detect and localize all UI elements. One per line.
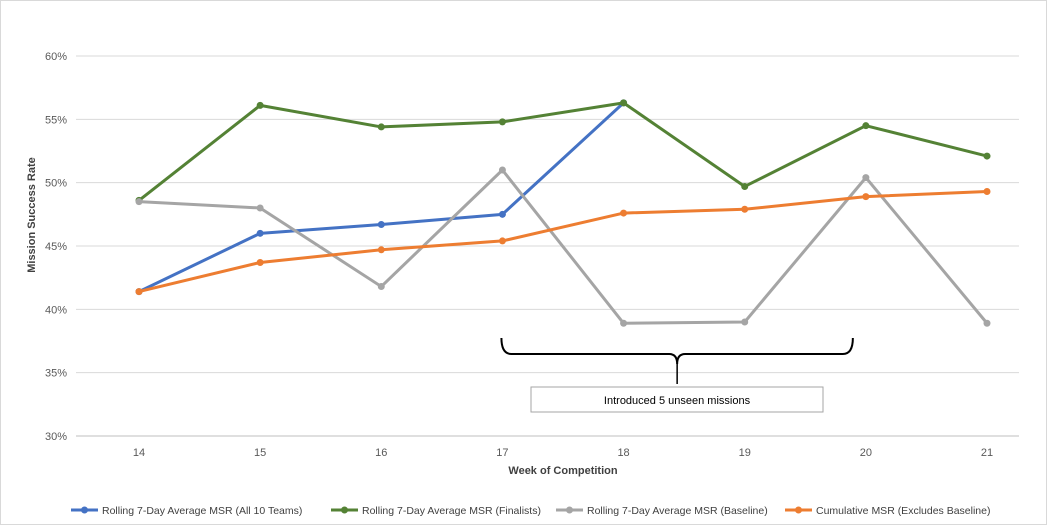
series-line	[138, 190, 988, 294]
y-tick-label: 60%	[45, 51, 67, 63]
x-tick-label: 15	[254, 447, 266, 459]
data-point	[498, 210, 506, 218]
series-2	[135, 99, 991, 204]
data-point	[498, 237, 506, 245]
data-point	[862, 174, 870, 182]
x-tick-label: 20	[860, 447, 872, 459]
data-point	[620, 319, 628, 327]
y-tick-label: 35%	[45, 368, 67, 380]
series-4	[135, 188, 991, 296]
y-tick-label: 55%	[45, 114, 67, 126]
data-point	[983, 188, 991, 196]
x-axis-title: Week of Competition	[508, 465, 617, 477]
data-point	[862, 122, 870, 130]
legend-item: Rolling 7-Day Average MSR (Baseline)	[556, 505, 768, 517]
legend-item: Cumulative MSR (Excludes Baseline)	[785, 505, 990, 517]
legend-item: Rolling 7-Day Average MSR (All 10 Teams)	[71, 505, 302, 517]
legend-marker	[795, 506, 802, 514]
data-point	[498, 166, 506, 174]
series-line	[138, 101, 988, 202]
data-point	[983, 319, 991, 327]
legend-item: Rolling 7-Day Average MSR (Finalists)	[331, 505, 541, 517]
data-point	[983, 152, 991, 160]
series-3	[135, 166, 991, 327]
y-tick-label: 50%	[45, 178, 67, 190]
legend-marker	[341, 506, 348, 514]
x-tick-label: 21	[981, 447, 993, 459]
x-tick-label: 16	[375, 447, 387, 459]
x-tick-label: 19	[739, 447, 751, 459]
series-line	[138, 101, 625, 293]
x-tick-label: 18	[617, 447, 629, 459]
data-point	[256, 258, 264, 266]
y-axis-title: Mission Success Rate	[26, 157, 38, 273]
data-point	[135, 198, 143, 206]
legend-marker	[566, 506, 573, 514]
annotation-box	[530, 386, 824, 413]
data-point	[256, 204, 264, 212]
data-point	[377, 246, 385, 254]
data-point	[620, 209, 628, 217]
annotation: Introduced 5 unseen missions	[500, 337, 854, 413]
legend-label: Rolling 7-Day Average MSR (All 10 Teams)	[102, 505, 302, 517]
annotation-text: Introduced 5 unseen missions	[604, 395, 751, 407]
data-point	[741, 205, 749, 213]
data-point	[377, 220, 385, 228]
data-point	[135, 288, 143, 296]
legend: Rolling 7-Day Average MSR (All 10 Teams)…	[71, 505, 990, 517]
data-point	[498, 118, 506, 126]
x-tick-label: 17	[496, 447, 508, 459]
data-point	[741, 318, 749, 326]
legend-label: Cumulative MSR (Excludes Baseline)	[816, 505, 990, 517]
y-axis-ticks: 30% 35% 40% 45% 50% 55% 60%	[45, 51, 67, 443]
gridlines	[76, 55, 1019, 437]
data-point	[256, 229, 264, 237]
data-point	[377, 283, 385, 291]
annotation-brace	[500, 337, 854, 365]
data-point	[620, 99, 628, 107]
data-point	[741, 182, 749, 190]
data-point	[256, 101, 264, 109]
data-point	[862, 193, 870, 201]
x-axis-ticks: 14 15 16 17 18 19 20 21	[133, 447, 993, 459]
legend-label: Rolling 7-Day Average MSR (Finalists)	[362, 505, 541, 517]
y-tick-label: 45%	[45, 241, 67, 253]
series-lines	[135, 99, 991, 327]
y-tick-label: 40%	[45, 304, 67, 316]
series-line	[138, 168, 989, 325]
y-tick-label: 30%	[45, 431, 67, 443]
data-point	[377, 123, 385, 131]
x-tick-label: 14	[133, 447, 145, 459]
legend-marker	[81, 506, 88, 514]
legend-label: Rolling 7-Day Average MSR (Baseline)	[587, 505, 768, 517]
